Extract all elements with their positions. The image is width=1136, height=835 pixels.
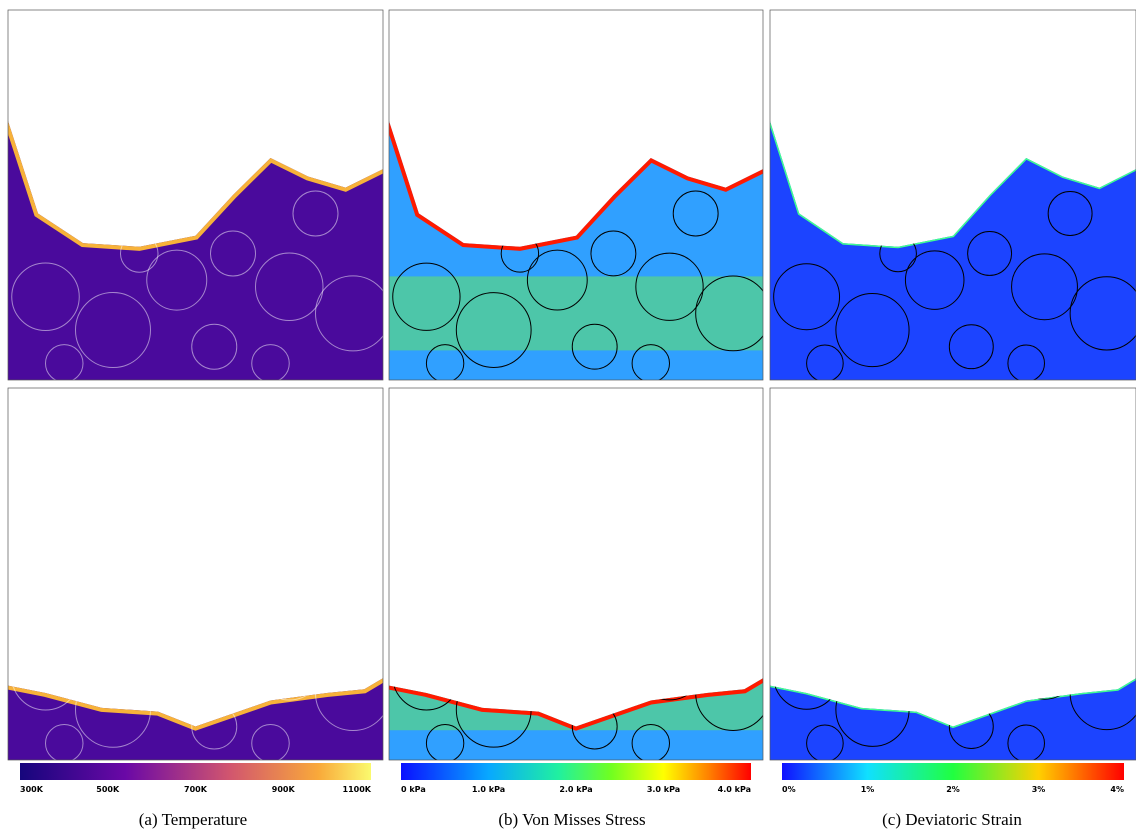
- colorbar-tick-label: 3%: [1032, 785, 1046, 794]
- frame: [769, 9, 1136, 381]
- grain: [251, 344, 290, 380]
- grain: [255, 252, 324, 322]
- panels: 300K 500K 700K 900K 1100K 0 kPa 1.0 kPa 2.0 kPa…: [7, 9, 1136, 794]
- grain: [1007, 344, 1045, 380]
- grain: [967, 231, 1013, 276]
- colorbar-tick-label: 1100K: [343, 785, 372, 794]
- grain: [1011, 678, 1078, 700]
- colorbar-tick-label: 3.0 kPa: [647, 785, 680, 794]
- grain: [11, 262, 80, 331]
- grain: [1011, 253, 1078, 321]
- grain: [45, 344, 84, 380]
- colorbar-tick-label: 500K: [96, 785, 120, 794]
- grain: [1048, 571, 1092, 615]
- grain: [673, 570, 718, 615]
- grain: [880, 614, 917, 651]
- colorbar: [20, 763, 371, 780]
- grain: [1069, 276, 1136, 351]
- grain: [806, 344, 844, 380]
- grain: [968, 611, 1012, 655]
- grain: [948, 324, 994, 370]
- grain: [635, 252, 704, 321]
- grain: [806, 724, 844, 760]
- grain: [255, 678, 324, 701]
- grain: [146, 249, 208, 311]
- grain: [425, 724, 465, 760]
- grain: [292, 190, 339, 237]
- grain: [1047, 191, 1093, 236]
- grain: [392, 678, 461, 711]
- material: [770, 121, 1136, 380]
- grain: [904, 250, 965, 310]
- frame: [7, 387, 384, 761]
- grain: [635, 678, 704, 701]
- grain: [591, 610, 636, 655]
- grain: [631, 344, 670, 380]
- grain: [835, 292, 910, 368]
- grain: [293, 570, 338, 615]
- grain: [210, 230, 256, 277]
- frame: [7, 9, 384, 381]
- colorbar-tick-label: 2%: [946, 785, 960, 794]
- grain: [695, 275, 763, 352]
- grain: [75, 292, 151, 369]
- colorbar-tick-label: 300K: [20, 785, 44, 794]
- material: [8, 678, 383, 760]
- colorbar-tick-label: 4%: [1110, 785, 1124, 794]
- colorbar: [782, 763, 1124, 780]
- grain: [571, 323, 618, 370]
- surface-band: [8, 121, 383, 251]
- colorbar-tick-label: 4.0 kPa: [718, 785, 751, 794]
- colorbar-tick-label: 0%: [782, 785, 796, 794]
- grain: [590, 230, 637, 277]
- caption: (b) Von Misses Stress: [498, 810, 646, 829]
- grain: [11, 678, 80, 711]
- grain: [146, 678, 208, 691]
- colorbar-tick-label: 1.0 kPa: [472, 785, 505, 794]
- colorbar: [401, 763, 751, 780]
- grain: [45, 724, 84, 760]
- colorbar-tick-label: 2.0 kPa: [559, 785, 592, 794]
- grain: [455, 292, 532, 368]
- grain: [631, 724, 670, 760]
- grain: [773, 678, 841, 710]
- grain: [904, 678, 965, 690]
- grain: [501, 614, 538, 651]
- caption: (a) Temperature: [138, 810, 248, 829]
- grain: [1007, 724, 1045, 760]
- grain: [773, 263, 841, 331]
- grain: [121, 614, 159, 652]
- grain: [526, 249, 588, 311]
- colorbar-tick-label: 1%: [861, 785, 875, 794]
- grain: [425, 344, 465, 380]
- surface-band: [770, 121, 1136, 249]
- caption: (c) Deviatoric Strain: [882, 810, 1022, 829]
- colorbar-tick-label: 700K: [184, 785, 208, 794]
- grain: [251, 724, 290, 760]
- colorbar-tick-label: 0 kPa: [401, 785, 426, 794]
- frame: [388, 387, 764, 761]
- frame: [769, 387, 1136, 761]
- stress-patch: [389, 276, 763, 351]
- grain: [392, 262, 461, 331]
- grain: [211, 610, 256, 655]
- colorbar-tick-label: 900K: [272, 785, 296, 794]
- grain: [315, 275, 383, 352]
- frame: [388, 9, 764, 381]
- grain: [672, 190, 719, 237]
- grain: [526, 678, 588, 690]
- grain: [191, 323, 238, 370]
- material: [8, 121, 383, 380]
